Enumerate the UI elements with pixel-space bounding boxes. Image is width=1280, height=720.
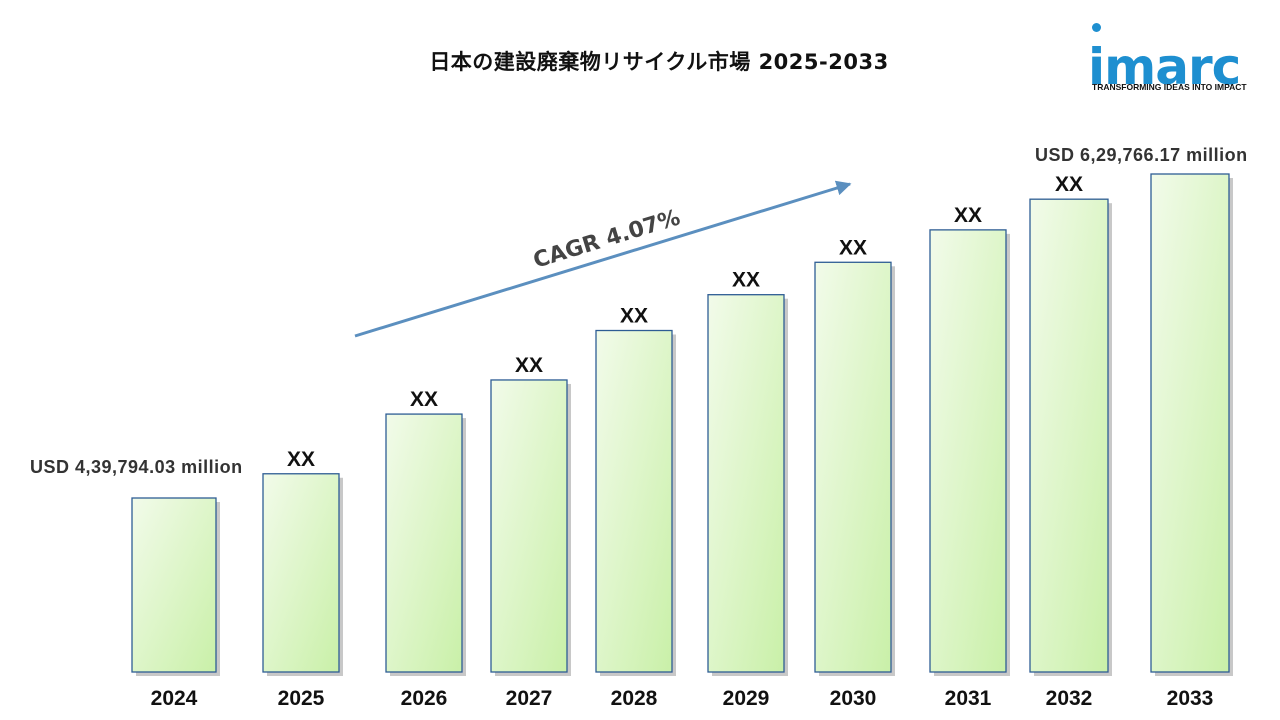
end-value-annotation: USD 6,29,766.17 million <box>1035 145 1248 165</box>
bar-value-label-2030: XX <box>839 236 867 259</box>
bar-value-label-2026: XX <box>410 388 438 411</box>
bar-2024 <box>131 497 217 673</box>
bar-2031 <box>929 229 1007 673</box>
x-tick-label-2028: 2028 <box>611 687 658 710</box>
logo-wordmark: imarc <box>1088 38 1241 96</box>
x-tick-label-2029: 2029 <box>723 687 770 710</box>
bar-value-label-2027: XX <box>515 354 543 377</box>
bar-value-label-2031: XX <box>954 204 982 227</box>
bar-2027 <box>490 379 568 673</box>
logo-tagline: TRANSFORMING IDEAS INTO IMPACT <box>1092 82 1247 92</box>
x-tick-label-2027: 2027 <box>506 687 553 710</box>
bar-2033 <box>1150 173 1230 673</box>
bar-2028 <box>595 329 673 673</box>
bar-2026 <box>385 413 463 673</box>
start-value-annotation: USD 4,39,794.03 million <box>30 457 243 477</box>
cagr-label: CAGR 4.07% <box>530 205 683 273</box>
x-tick-label-2024: 2024 <box>151 687 198 710</box>
x-tick-label-2030: 2030 <box>830 687 877 710</box>
bar-2029 <box>707 294 785 673</box>
bar-value-label-2028: XX <box>620 305 648 328</box>
cagr-arrow <box>354 180 852 338</box>
bar-2030 <box>814 261 892 673</box>
bar-value-label-2029: XX <box>732 269 760 292</box>
bar-2025 <box>262 473 340 673</box>
bar-2032 <box>1029 198 1109 673</box>
x-tick-label-2033: 2033 <box>1167 687 1214 710</box>
imarc-logo: imarc TRANSFORMING IDEAS INTO IMPACT <box>1088 20 1268 100</box>
bars-group: 2024 XX 2025 XX 2026 XX 2027 XX 2028 XX 2029 XX 2030… <box>131 173 1233 710</box>
x-tick-label-2031: 2031 <box>945 687 992 710</box>
x-tick-label-2032: 2032 <box>1046 687 1093 710</box>
chart-title: 日本の建設廃棄物リサイクル市場 2025-2033 <box>429 50 889 74</box>
logo-dot-icon <box>1092 23 1101 32</box>
x-tick-label-2026: 2026 <box>401 687 448 710</box>
bar-value-label-2025: XX <box>287 448 315 471</box>
bar-value-label-2032: XX <box>1055 173 1083 196</box>
x-tick-label-2025: 2025 <box>278 687 325 710</box>
